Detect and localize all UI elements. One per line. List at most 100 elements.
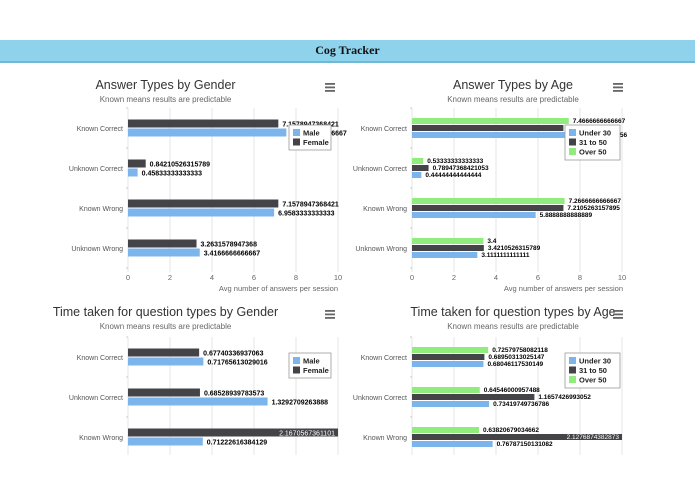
legend-item-male[interactable]: Male — [293, 129, 320, 138]
legend-label: 31 to 50 — [579, 366, 607, 375]
bar-female-known-correct[interactable] — [128, 119, 279, 128]
legend-item-over-50[interactable]: Over 50 — [569, 148, 607, 157]
app-title: Cog Tracker — [315, 43, 380, 57]
bar-female-known-wrong[interactable] — [128, 428, 338, 437]
data-label: 1.1657426993052 — [538, 394, 591, 401]
category-label: Known Wrong — [79, 206, 123, 213]
chart-svg: Answer Types by Gender Known means result… — [69, 78, 347, 293]
bar-female-unknown-wrong[interactable] — [128, 239, 197, 248]
data-label: 0.68046117530149 — [487, 361, 543, 368]
bar-under-30-unknown-correct[interactable] — [412, 401, 490, 407]
bar-31-to-50-known-correct[interactable] — [412, 125, 564, 131]
bar-over-50-unknown-correct[interactable] — [412, 387, 480, 393]
data-label: 0.44444444444444 — [425, 172, 481, 179]
data-label: 0.64546000957488 — [484, 387, 540, 394]
x-tick-label: 6 — [536, 273, 540, 282]
bar-over-50-unknown-correct[interactable] — [412, 158, 424, 164]
bar-under-30-known-wrong[interactable] — [412, 441, 493, 447]
menu-line — [613, 90, 623, 92]
bar-31-to-50-known-wrong[interactable] — [412, 434, 622, 440]
bar-over-50-known-correct[interactable] — [412, 118, 569, 124]
data-label: 0.71222616384129 — [207, 439, 267, 446]
bar-31-to-50-unknown-correct[interactable] — [412, 394, 535, 400]
chart-title: Time taken for question types by Gender — [53, 305, 278, 319]
legend-item-male[interactable]: Male — [293, 357, 320, 366]
hamburger-menu-icon[interactable] — [613, 83, 623, 92]
legend-label: 31 to 50 — [579, 138, 607, 147]
legend-item-female[interactable]: Female — [293, 366, 329, 375]
bar-under-30-known-wrong[interactable] — [412, 212, 536, 218]
data-label: 7.1578947368421 — [282, 201, 339, 208]
bar-male-known-correct[interactable] — [128, 128, 287, 137]
legend-label: Over 50 — [579, 376, 607, 385]
hamburger-menu-icon[interactable] — [613, 310, 623, 319]
bar-31-to-50-known-wrong[interactable] — [412, 205, 564, 211]
legend-label: Over 50 — [579, 148, 607, 157]
chart-subtitle: Known means results are predictable — [447, 95, 579, 104]
legend-item-under-30[interactable]: Under 30 — [569, 357, 611, 366]
hamburger-menu-icon[interactable] — [325, 310, 335, 319]
bar-under-30-unknown-correct[interactable] — [412, 172, 422, 178]
menu-line — [613, 310, 623, 312]
legend-item-31-to-50[interactable]: 31 to 50 — [569, 138, 607, 147]
category-label: Unknown Wrong — [355, 246, 407, 253]
bar-female-unknown-correct[interactable] — [128, 159, 146, 168]
data-label: 0.78947368421053 — [433, 165, 489, 172]
menu-line — [613, 83, 623, 85]
chart-time-by-age: Time taken for question types by Age Know… — [347, 300, 695, 455]
bar-under-30-known-correct[interactable] — [412, 361, 484, 367]
legend-item-female[interactable]: Female — [293, 138, 329, 147]
x-tick-label: 0 — [126, 273, 130, 282]
bar-male-unknown-wrong[interactable] — [128, 248, 200, 257]
legend-item-31-to-50[interactable]: 31 to 50 — [569, 366, 607, 375]
legend-swatch — [569, 138, 576, 146]
legend-swatch — [569, 376, 576, 383]
legend-swatch — [293, 138, 300, 146]
bar-female-unknown-correct[interactable] — [128, 388, 200, 397]
bar-31-to-50-known-correct[interactable] — [412, 354, 485, 360]
app-header: Cog Tracker — [0, 40, 695, 63]
bar-over-50-known-wrong[interactable] — [412, 427, 480, 433]
legend-swatch — [293, 357, 300, 364]
bar-under-30-known-correct[interactable] — [412, 132, 571, 138]
bar-male-unknown-correct[interactable] — [128, 168, 138, 177]
legend-label: Male — [303, 129, 320, 138]
bar-male-known-wrong[interactable] — [128, 208, 275, 217]
bar-female-known-wrong[interactable] — [128, 199, 279, 208]
bar-31-to-50-unknown-correct[interactable] — [412, 165, 429, 171]
x-tick-label: 2 — [168, 273, 172, 282]
data-label: 3.2631578947368 — [201, 241, 258, 248]
legend-swatch — [569, 129, 576, 136]
bar-male-known-correct[interactable] — [128, 357, 204, 366]
bar-over-50-unknown-wrong[interactable] — [412, 238, 484, 244]
category-label: Known Wrong — [363, 206, 407, 213]
data-label: 3.4210526315789 — [488, 245, 541, 252]
bar-male-known-wrong[interactable] — [128, 437, 203, 446]
bar-31-to-50-unknown-wrong[interactable] — [412, 245, 484, 251]
x-tick-label: 10 — [334, 273, 342, 282]
legend-item-under-30[interactable]: Under 30 — [569, 129, 611, 138]
category-label: Known Correct — [361, 355, 407, 362]
hamburger-menu-icon[interactable] — [325, 83, 335, 92]
chart-subtitle: Known means results are predictable — [100, 322, 232, 331]
x-tick-label: 2 — [452, 273, 456, 282]
bar-male-unknown-correct[interactable] — [128, 397, 268, 406]
x-tick-label: 4 — [494, 273, 498, 282]
bar-female-known-correct[interactable] — [128, 348, 200, 357]
legend-swatch — [569, 366, 576, 374]
bar-over-50-known-correct[interactable] — [412, 347, 489, 353]
legend-item-over-50[interactable]: Over 50 — [569, 376, 607, 385]
data-label: 0.67740336937063 — [203, 350, 263, 357]
x-tick-label: 10 — [618, 273, 626, 282]
x-tick-label: 4 — [210, 273, 214, 282]
bar-over-50-known-wrong[interactable] — [412, 198, 565, 204]
category-label: Unknown Correct — [69, 166, 123, 173]
data-label: 3.4166666666667 — [204, 250, 261, 257]
menu-line — [325, 83, 335, 85]
bar-under-30-unknown-wrong[interactable] — [412, 252, 478, 258]
legend-swatch — [569, 148, 576, 155]
chart-answer-types-by-age: Answer Types by Age Known means results a… — [347, 74, 695, 296]
chart-subtitle: Known means results are predictable — [447, 322, 579, 331]
menu-line — [325, 90, 335, 92]
